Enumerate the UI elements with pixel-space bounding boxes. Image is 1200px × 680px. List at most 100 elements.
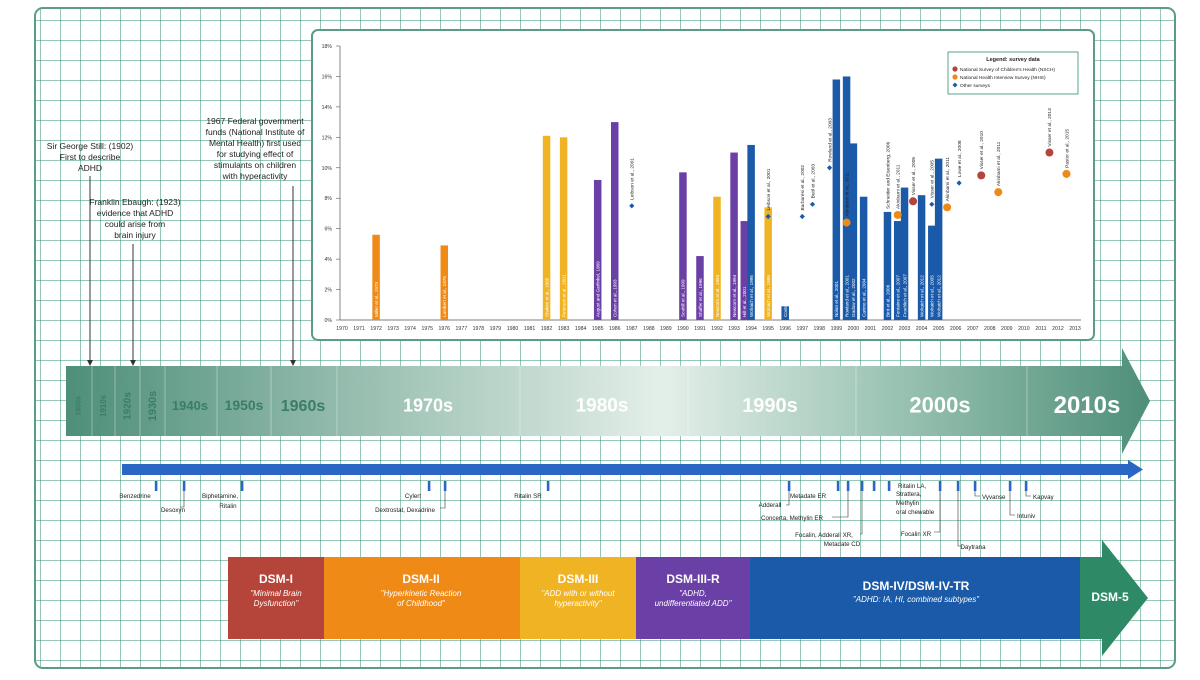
- x-tick-label: 1998: [814, 326, 826, 332]
- dsm-subtitle: "ADHD,: [679, 589, 707, 598]
- point-label: Rowland et al., 2003: [827, 118, 833, 162]
- survey-point: [929, 201, 935, 207]
- drug-label: Concerta, Methylin ER: [761, 515, 823, 522]
- prevalence-bar: [781, 306, 789, 320]
- x-tick-label: 1974: [404, 326, 416, 332]
- x-tick-label: 1992: [711, 326, 723, 332]
- bar-label: Bird et al., 2006: [885, 284, 890, 317]
- annotation-ebaugh: Franklin Ebaugh: (1923) evidence that AD…: [89, 197, 181, 366]
- prevalence-bar: [900, 187, 909, 320]
- decade-label: 1980s: [576, 396, 629, 417]
- decade-label: 1940s: [172, 398, 208, 413]
- dsm-subtitle: "Minimal Brain: [250, 589, 302, 598]
- point-label: Akinbami et al., 2011: [844, 172, 850, 217]
- decade-arrow: [66, 348, 1150, 454]
- drug-label: Methylin: [896, 500, 920, 507]
- annotation-ebaugh-arrowhead: [130, 360, 136, 366]
- prevalence-chart: 0% 2% 4% 6% 8% 10% 12% 14% 16% 18% 1970 1971 1972 197…: [311, 29, 1095, 341]
- point-label: Akinbami et al., 2011: [996, 141, 1002, 186]
- x-tick-label: 1978: [473, 326, 485, 332]
- bar-label: Costello et al., 2003: [783, 276, 788, 317]
- annotation-federal-arrowhead: [290, 360, 296, 366]
- prevalence-bar: [842, 76, 851, 320]
- dsm-subtitle: "ADHD: IA, HI, combined subtypes": [853, 595, 980, 604]
- drug-label: Adderall: [759, 502, 782, 509]
- y-tick-label: 6%: [325, 227, 333, 233]
- dsm-name: DSM-III-R: [666, 572, 720, 586]
- drug-label: Dextrostat, Dexadrine: [375, 507, 435, 514]
- prevalence-bar: [372, 234, 380, 320]
- y-tick-label: 12%: [322, 135, 333, 141]
- x-tick-label: 1994: [745, 326, 757, 332]
- legend-label-nsch: National Survey of Children's Health (NS…: [960, 67, 1055, 73]
- x-tick-label: 1979: [490, 326, 502, 332]
- x-tick-label: 2000: [848, 326, 860, 332]
- dsm-segment-4: [636, 557, 750, 639]
- decade-label: 2010s: [1054, 392, 1121, 419]
- survey-point: [943, 203, 952, 212]
- prevalence-bar: [934, 158, 943, 320]
- annotation-still-arrowhead: [87, 360, 93, 366]
- x-tick-label: 1971: [353, 326, 365, 332]
- legend-marker-other: [952, 82, 958, 88]
- decade-label: 1970s: [403, 395, 453, 415]
- decade-labels: 1900s 1910s 1920s 1930s 1940s 1950s 1960s 1970s…: [75, 366, 1120, 436]
- drug-label: Ritalin LA,: [898, 483, 926, 490]
- drug-connector: [786, 491, 790, 506]
- x-tick-label: 2004: [916, 326, 928, 332]
- prevalence-bar: [740, 221, 749, 320]
- survey-point: [909, 197, 918, 206]
- annotation-federal-line: for studying effect of: [217, 149, 294, 159]
- annotation-federal-line: funds (National Institute of: [206, 127, 305, 137]
- chart-plot-area: 0% 2% 4% 6% 8% 10% 12% 14% 16% 18% 1970 1971 1972 197…: [322, 44, 1081, 332]
- bar-label: Fontaine et al., 2007: [896, 275, 901, 317]
- prevalence-bar: [730, 152, 738, 320]
- decade-timeline: 1900s 1910s 1920s 1930s 1940s 1950s 1960s 1970s…: [66, 348, 1150, 454]
- x-tick-label: 2005: [933, 326, 945, 332]
- annotation-federal-line: stimulants on children: [214, 160, 296, 170]
- drug-connector: [1025, 491, 1031, 497]
- dsm-subtitle: "Hyperkinetic Reaction: [381, 589, 462, 598]
- annotation-federal-line: 1967 Federal government: [206, 116, 304, 126]
- prevalence-bar: [747, 144, 755, 320]
- decade-label: 2000s: [909, 393, 970, 418]
- drug-tick: [1024, 481, 1028, 491]
- x-tick-label: 1990: [677, 326, 689, 332]
- prevalence-bar: [542, 135, 551, 320]
- x-tick-label: 2002: [882, 326, 894, 332]
- bar-label: Wolraich et al., 2012: [919, 275, 924, 317]
- x-tick-label: 1976: [439, 326, 451, 332]
- drug-label: oral chewable: [896, 509, 935, 516]
- x-tick-label: 2003: [899, 326, 911, 332]
- drug-labels: Benzedrine Desoxyn Biphetamine, Ritalin Cyle…: [119, 481, 1055, 551]
- y-tick-label: 8%: [325, 196, 333, 202]
- x-tick-label: 2012: [1052, 326, 1064, 332]
- annotation-ebaugh-line: Franklin Ebaugh: (1923): [89, 197, 180, 207]
- drug-tick: [846, 481, 850, 491]
- x-tick-label: 1988: [643, 326, 655, 332]
- x-tick-label: 2007: [967, 326, 979, 332]
- bar-label: Shekim et al., 1985: [544, 277, 549, 317]
- drug-tick: [973, 481, 977, 491]
- drug-label: Intuniv: [1017, 513, 1036, 520]
- x-tick-label: 2013: [1069, 326, 1081, 332]
- dsm-name: DSM-III: [558, 572, 599, 586]
- prevalence-bar: [679, 172, 687, 320]
- point-label: Pastor et al., 2015: [1064, 129, 1070, 168]
- dsm-subtitle: "ADD with or without: [541, 589, 615, 598]
- dsm-name: DSM-II: [402, 572, 439, 586]
- drug-label: Vyvanse: [982, 494, 1006, 501]
- dsm-subtitle: Dysfunction": [254, 599, 300, 608]
- survey-point: [893, 210, 902, 219]
- legend-marker-nhis: [952, 74, 958, 80]
- survey-point: [884, 212, 891, 218]
- prevalence-bar: [696, 256, 704, 320]
- annotation-ebaugh-line: could arise from: [105, 219, 165, 229]
- point-label: Visser et al., 2010: [979, 131, 985, 170]
- y-tick-label: 0%: [325, 318, 333, 324]
- x-tick-label: 2001: [865, 326, 877, 332]
- prevalence-bar: [610, 122, 619, 320]
- dsm-name: DSM-IV/DSM-IV-TR: [863, 579, 970, 593]
